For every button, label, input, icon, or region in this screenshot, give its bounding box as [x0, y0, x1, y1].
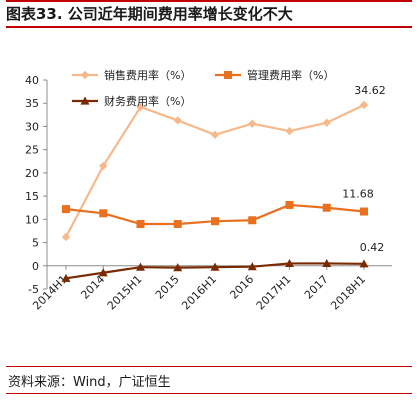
x-tick-label: 2015 [153, 273, 182, 302]
data-point-finance [359, 259, 369, 268]
data-point-admin [211, 217, 219, 226]
data-point-sales [248, 119, 257, 128]
data-point-admin [285, 200, 294, 209]
data-label-admin: 11.68 [342, 188, 374, 201]
y-tick-label: 30 [25, 120, 39, 133]
data-point-sales [322, 118, 331, 127]
legend-label-sales: 销售费用率（%） [104, 68, 191, 82]
source-note: 资料来源：Wind，广证恒生 [8, 375, 171, 390]
data-point-admin [62, 205, 70, 214]
y-tick-label: 25 [25, 144, 39, 157]
y-tick-label: 20 [25, 167, 39, 180]
data-point-admin [173, 219, 182, 228]
data-point-finance [173, 263, 183, 272]
data-point-admin [136, 219, 145, 228]
data-point-finance [210, 262, 220, 271]
y-tick-label: 35 [25, 97, 39, 110]
data-labels: 34.62 11.68 0.42 [342, 84, 386, 254]
series-line-sales [65, 103, 365, 238]
data-point-finance [98, 268, 108, 277]
y-tick-label: 15 [25, 190, 39, 203]
legend-label-finance: 财务费用率（%） [104, 94, 191, 108]
bottom-rule [6, 393, 412, 394]
data-point-sales [136, 102, 145, 112]
figure-title: 图表33. 公司近年期间费用率增长变化不大 [6, 5, 293, 23]
data-point-sales [210, 130, 220, 140]
legend-marker-sales [80, 70, 90, 80]
y-tick-label: 40 [25, 74, 39, 87]
x-tick-label: 2017 [302, 273, 331, 302]
x-tick-label: 2015H1 [105, 273, 145, 313]
data-point-sales [285, 126, 294, 136]
data-point-sales [99, 161, 108, 171]
data-point-finance [285, 258, 294, 268]
legend-label-admin: 管理费用率（%） [247, 68, 334, 82]
data-point-finance [136, 262, 145, 271]
data-point-admin [248, 216, 257, 225]
data-point-finance [61, 273, 71, 282]
y-tick-label: 0 [32, 260, 39, 273]
title-underline [6, 26, 412, 28]
y-tick-label: 5 [32, 237, 39, 250]
data-point-finance [322, 258, 332, 268]
data-label-sales: 34.62 [354, 84, 386, 97]
data-point-admin [99, 209, 108, 218]
x-tick-label: 2016H1 [179, 273, 219, 313]
legend-marker-finance [80, 96, 90, 105]
data-point-admin [360, 207, 368, 216]
header-rule [6, 0, 412, 2]
data-point-finance [247, 262, 257, 271]
footer-rule [6, 366, 412, 367]
x-tick-label: 2016 [227, 273, 256, 302]
series-layer [61, 100, 369, 282]
x-tick-label: 2018H1 [328, 273, 368, 313]
data-point-sales [359, 100, 369, 110]
x-tick-label: 2017H1 [254, 273, 294, 313]
legend-marker-admin [224, 71, 232, 79]
y-tick-label: -5 [28, 283, 39, 296]
data-point-sales [173, 116, 182, 125]
data-point-sales [61, 232, 71, 242]
data-label-finance: 0.42 [360, 241, 385, 254]
data-point-admin [322, 203, 331, 212]
y-axis: -5 0 5 10 15 20 25 30 35 40 [25, 74, 48, 296]
legend: 销售费用率（%） 管理费用率（%） 财务费用率（%） [72, 68, 334, 108]
y-tick-label: 10 [25, 213, 39, 226]
x-tick-label: 2014 [78, 273, 107, 302]
